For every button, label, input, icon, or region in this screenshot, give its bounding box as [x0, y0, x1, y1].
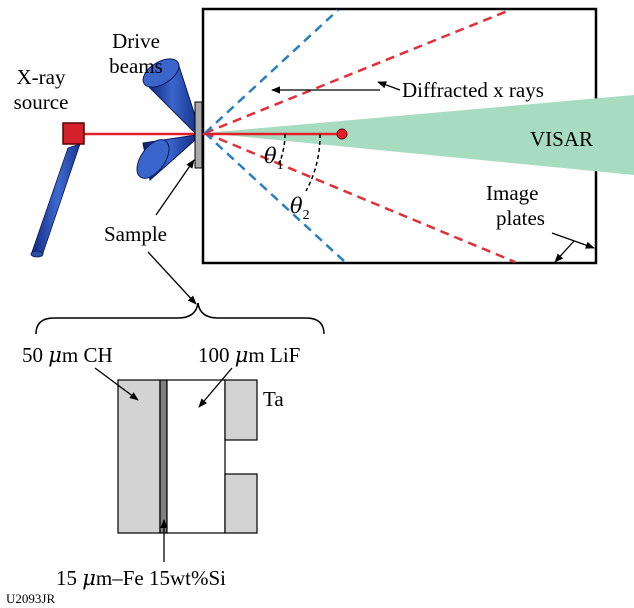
image-plate-arrow-2 — [554, 240, 575, 263]
xray-source-block — [62, 122, 85, 145]
visar-beam — [205, 95, 634, 175]
ch-arrow — [94, 367, 139, 401]
drive-beam-lower-mouth — [136, 139, 170, 179]
image-plate-arrow-1 — [551, 232, 595, 249]
drive-beams-label-line1: Drive — [112, 29, 160, 53]
sample-label: Sample — [104, 222, 167, 246]
sample-detail-arrow — [147, 251, 197, 305]
xray-source-cone — [31, 143, 81, 257]
theta2-arc — [305, 133, 321, 192]
theta1-label: θ1 — [264, 144, 284, 173]
ta-lower-block — [224, 473, 258, 534]
image-plates-label-line1: Image — [486, 181, 538, 205]
diffracted-arrow-right — [377, 81, 401, 91]
theta2-label: θ2 — [290, 194, 310, 223]
xray-source-label-line1: X-ray — [17, 65, 66, 89]
figure-id-label: U2093JR — [6, 591, 55, 606]
diffracted-ray-blue-upper — [204, 9, 339, 134]
xray-beam-end — [336, 128, 348, 140]
diffracted-label: Diffracted x rays — [402, 78, 544, 102]
diffracted-ray-blue-lower — [204, 132, 346, 263]
lif-arrow — [198, 367, 233, 408]
fe-si-layer — [159, 379, 168, 534]
diffracted-ray-red-lower — [204, 131, 516, 264]
xray-source-cone-tip — [30, 250, 44, 258]
image-plates-label-line2: plates — [496, 206, 545, 230]
sample-plate — [194, 101, 203, 169]
lif-layer-label: 100 μm LiF — [198, 343, 300, 367]
ta-label: Ta — [263, 387, 284, 411]
fe-layer-label: 15 μm–Fe 15wt%Si — [56, 566, 226, 590]
sample-detail-brace — [35, 302, 325, 335]
xray-source-label-line2: source — [14, 90, 69, 114]
drive-beams-label-line2: beams — [109, 54, 163, 78]
sample-arrow — [155, 159, 195, 216]
ch-ablator-layer — [117, 379, 161, 534]
lif-window — [166, 379, 226, 534]
ch-layer-label: 50 μm CH — [22, 343, 113, 367]
drive-beam-upper-mouth — [142, 58, 180, 88]
theta1-arc — [278, 133, 286, 165]
diffracted-ray-red-upper — [204, 8, 511, 135]
ta-upper-block — [224, 379, 258, 441]
visar-label: VISAR — [530, 127, 593, 151]
